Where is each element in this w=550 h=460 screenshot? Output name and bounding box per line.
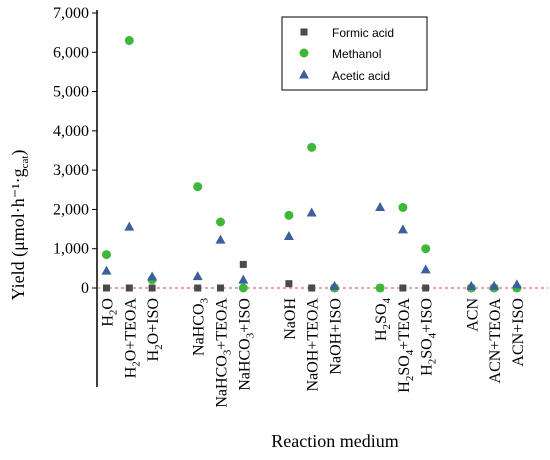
legend: Formic acid Methanol Acetic acid	[281, 16, 428, 91]
x-tick-label: H2SO4	[373, 298, 393, 342]
point-acetic-acid	[397, 224, 408, 234]
x-tick-label: NaHCO3	[191, 298, 211, 356]
x-tick-label: ACN+TEOA	[487, 298, 504, 384]
y-tick-label: 6,000	[53, 44, 89, 61]
x-tick-label: H2O+ISO	[145, 298, 165, 361]
y-tick-label: 1,000	[53, 241, 89, 258]
point-acetic-acid	[124, 221, 135, 231]
point-formic-acid	[148, 284, 156, 292]
point-acetic-acid	[420, 264, 431, 274]
point-methanol	[238, 283, 248, 293]
x-tick-label: NaHCO3+TEOA	[214, 298, 234, 408]
x-tick-label: NaOH+TEOA	[305, 298, 322, 392]
legend-marker-methanol	[299, 48, 309, 58]
legend-marker-formic-acid	[300, 28, 308, 36]
point-methanol	[216, 217, 225, 227]
point-methanol	[307, 142, 317, 152]
y-tick-label: 5,000	[53, 84, 89, 101]
point-acetic-acid	[329, 280, 340, 290]
x-tick-label: H2O+TEOA	[122, 298, 142, 379]
point-formic-acid	[308, 284, 316, 292]
point-methanol	[398, 202, 408, 212]
x-tick-label: NaHCO3+ISO	[236, 298, 256, 391]
point-formic-acid	[125, 284, 133, 292]
legend-label-acetic-acid: Acetic acid	[332, 69, 390, 83]
point-acetic-acid	[306, 207, 317, 217]
y-axis-title-main: Yield (μmol·h⁻¹·g	[8, 168, 29, 300]
y-tick-label: 2,000	[53, 201, 89, 218]
point-methanol	[375, 283, 385, 293]
point-acetic-acid	[215, 234, 226, 244]
data-points	[101, 36, 522, 293]
y-tick-label: 4,000	[53, 123, 89, 140]
x-tick-label: NaOH	[282, 298, 299, 340]
y-axis-title-sub: cat	[19, 156, 31, 169]
point-acetic-acid	[511, 279, 522, 289]
point-acetic-acid	[238, 274, 249, 284]
point-formic-acid	[194, 284, 202, 292]
axes	[96, 10, 548, 387]
series-acetic-acid	[101, 201, 522, 290]
x-tick-label: H2O	[100, 298, 120, 327]
point-methanol	[102, 250, 111, 260]
series-formic-acid	[103, 260, 521, 292]
y-axis-title-tail: )	[8, 150, 29, 156]
legend-symbol-acetic-acid	[299, 69, 309, 79]
point-acetic-acid	[466, 280, 477, 290]
x-tick-label: ACN	[464, 298, 481, 332]
point-acetic-acid	[375, 201, 386, 211]
x-tick-label: H2SO4+TEOA	[396, 298, 416, 393]
x-tick-label: ACN+ISO	[510, 298, 527, 367]
y-tick-label: 0	[81, 280, 89, 297]
point-acetic-acid	[101, 265, 112, 275]
point-methanol	[284, 210, 294, 220]
point-methanol	[124, 36, 134, 45]
y-axis-title: Yield (μmol·h⁻¹·gcat)	[8, 150, 31, 301]
legend-marker-acetic-acid	[299, 69, 309, 79]
legend-symbol-methanol	[299, 48, 309, 58]
x-tick-label: NaOH+ISO	[328, 298, 345, 375]
legend-label-methanol: Methanol	[332, 47, 381, 61]
legend-label-formic-acid: Formic acid	[332, 26, 394, 40]
point-methanol	[421, 244, 431, 254]
point-formic-acid	[239, 260, 247, 268]
x-axis-title: Reaction medium	[271, 431, 398, 451]
point-formic-acid	[285, 280, 293, 288]
point-acetic-acid	[489, 280, 500, 290]
y-tick-label: 3,000	[53, 162, 89, 179]
x-tick-label: H2SO4+ISO	[419, 298, 439, 376]
point-formic-acid	[399, 284, 407, 292]
point-acetic-acid	[147, 271, 158, 281]
point-acetic-acid	[283, 231, 294, 241]
point-formic-acid	[217, 284, 224, 292]
legend-symbol-formic-acid	[300, 28, 308, 36]
point-formic-acid	[103, 284, 110, 292]
point-acetic-acid	[192, 271, 203, 281]
y-tick-label: 7,000	[53, 5, 89, 22]
point-methanol	[193, 182, 203, 192]
point-formic-acid	[422, 284, 430, 292]
y-axis-ticks: 0 1,000 2,000 3,000 4,000 5,000 6,000 7,000	[53, 5, 97, 297]
